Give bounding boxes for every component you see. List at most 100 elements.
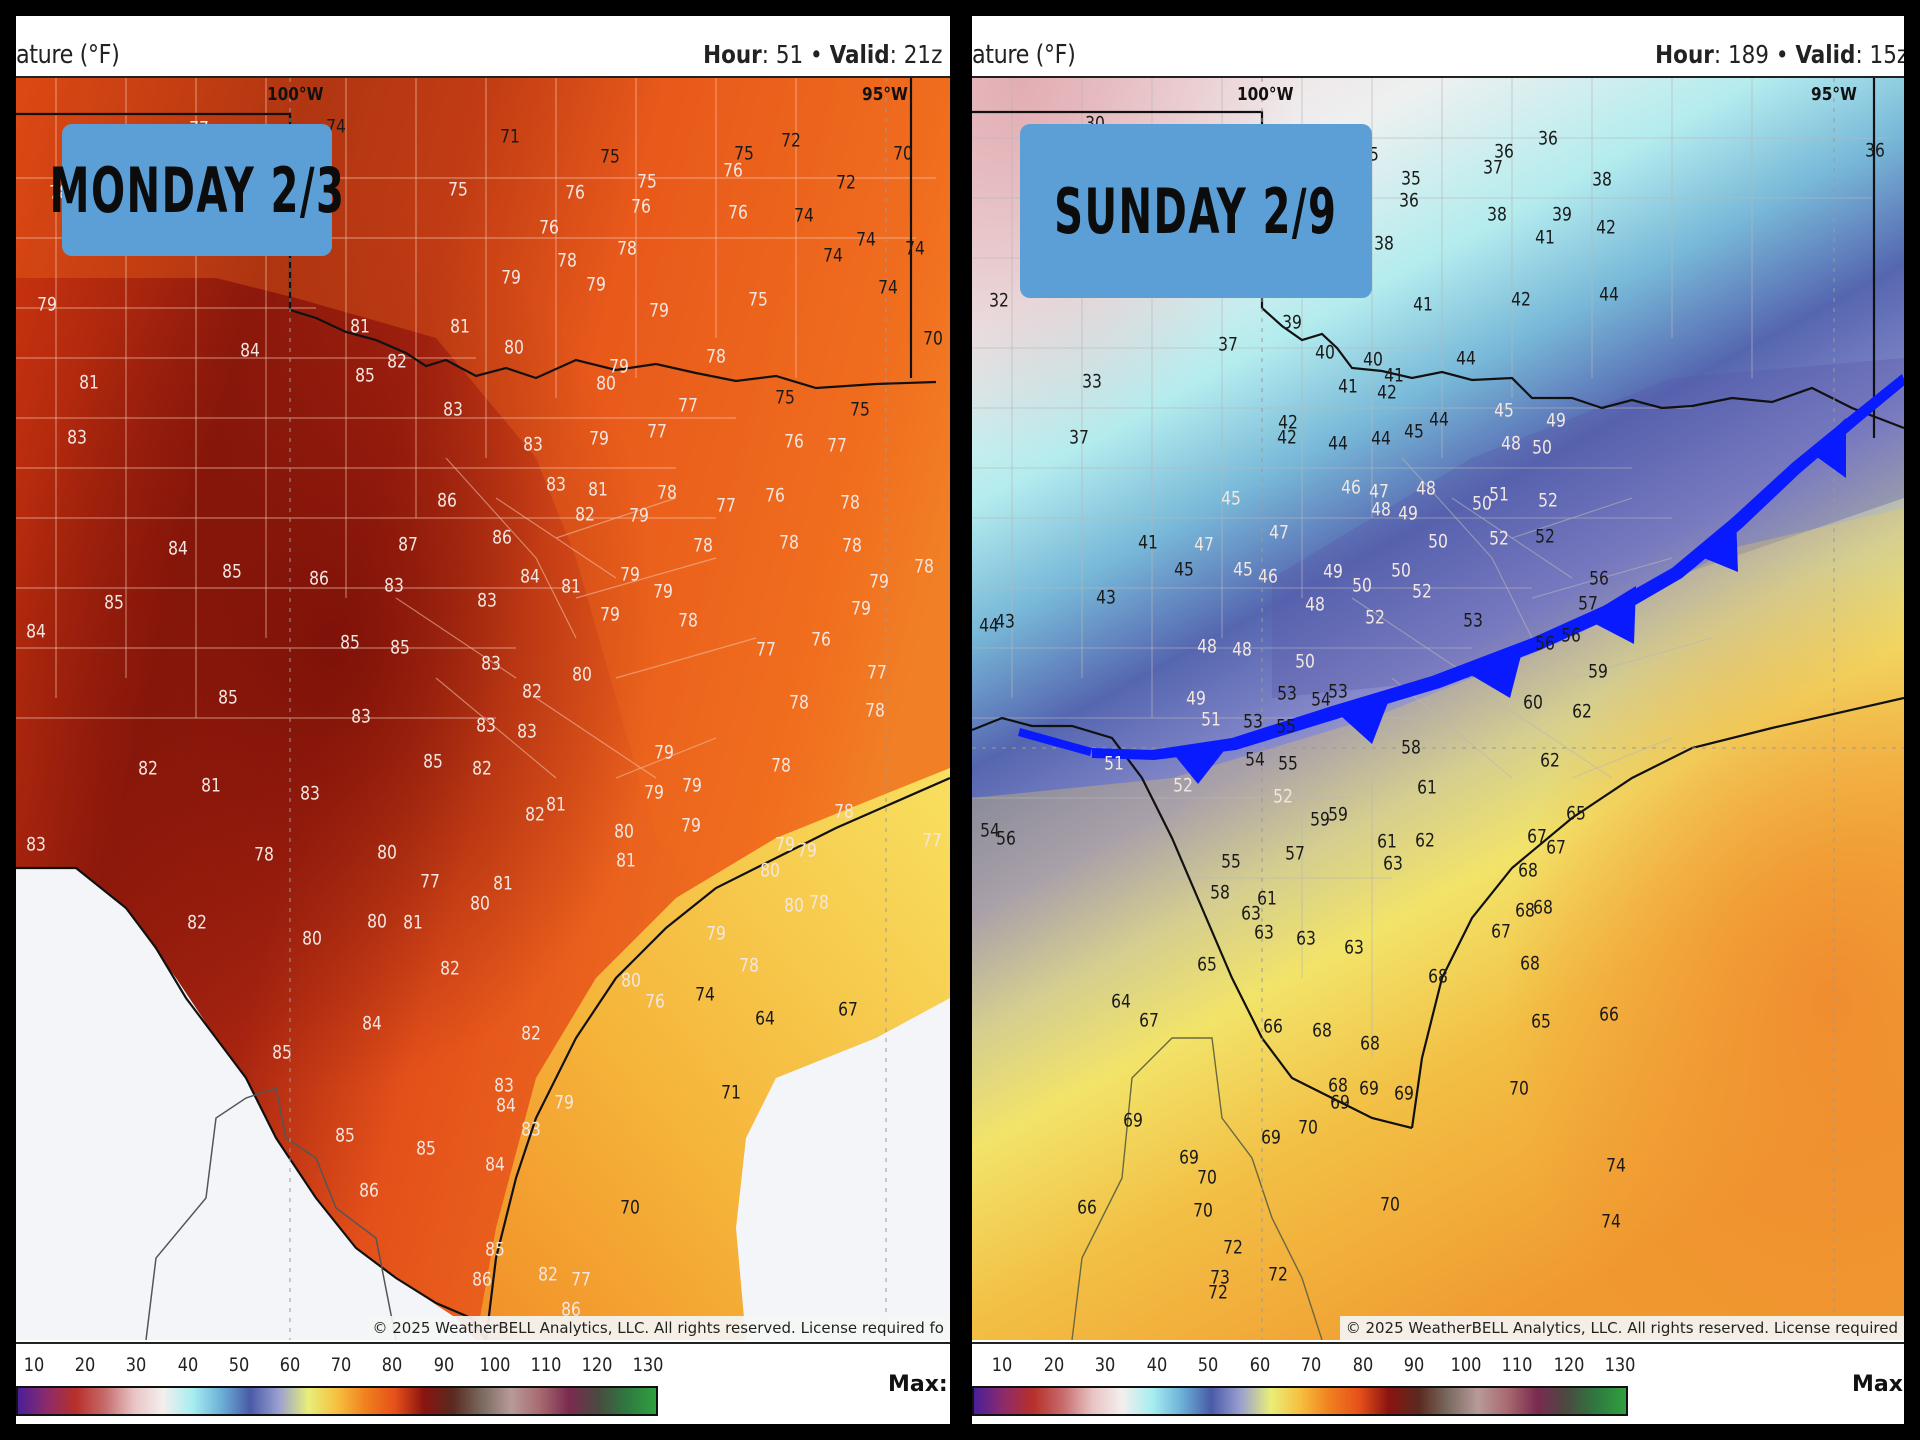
temperature-value: 44 — [979, 614, 999, 637]
temperature-value: 80 — [469, 892, 490, 915]
temperature-value: 79 — [774, 833, 795, 856]
temperature-value: 76 — [728, 201, 749, 224]
temperature-value: 79 — [653, 741, 674, 764]
temperature-value: 69 — [1260, 1126, 1281, 1149]
temperature-value: 42 — [1511, 288, 1531, 311]
temperature-value: 77 — [716, 494, 736, 517]
colorbar — [16, 1386, 658, 1416]
colorbar-tick: 80 — [1352, 1354, 1373, 1376]
temperature-value: 80 — [784, 894, 805, 917]
temperature-value: 78 — [706, 345, 727, 368]
temperature-value: 85 — [218, 686, 239, 709]
temperature-value: 37 — [1069, 426, 1090, 449]
temperature-value: 84 — [496, 1094, 517, 1117]
temperature-value: 44 — [1328, 432, 1348, 455]
colorbar-tick: 120 — [1553, 1354, 1584, 1376]
color-legend: 10 20 30 40 50 60 70 80 90 100 110 120 130 Max — [972, 1342, 1904, 1424]
colorbar-tick: 120 — [581, 1354, 613, 1376]
temperature-value: 81 — [402, 911, 423, 934]
temperature-map: 100°W 95°W 30333536363637333635363838393… — [972, 78, 1904, 1340]
temperature-value: 67 — [1491, 920, 1512, 943]
temperature-value: 76 — [645, 990, 666, 1013]
temperature-value: 70 — [619, 1196, 640, 1219]
temperature-value: 58 — [1209, 881, 1230, 904]
temperature-value: 82 — [537, 1263, 558, 1286]
valid-label: Valid — [1795, 40, 1856, 69]
temperature-value: 83 — [523, 433, 544, 456]
temperature-value: 65 — [1197, 953, 1218, 976]
temperature-value: 66 — [1598, 1003, 1619, 1026]
hour-value: 51 — [776, 40, 804, 69]
temperature-value: 63 — [1343, 936, 1364, 959]
temperature-value: 77 — [922, 829, 943, 851]
temperature-value: 50 — [1472, 492, 1492, 515]
temperature-value: 68 — [1514, 899, 1535, 922]
temperature-value: 80 — [596, 372, 617, 395]
temperature-value: 81 — [450, 315, 470, 338]
longitude-label-100w: 100°W — [266, 84, 324, 105]
temperature-value: 36 — [1864, 139, 1885, 162]
day-title-box: MONDAY 2/3 — [49, 124, 344, 256]
map-panel-sunday: ature (°F) Hour: 189 • Valid: 15z — [972, 16, 1904, 1424]
temperature-value: 83 — [520, 1118, 541, 1141]
temperature-value: 68 — [1428, 965, 1448, 988]
temperature-value: 48 — [1501, 432, 1522, 455]
temperature-value: 82 — [520, 1022, 541, 1045]
temperature-value: 81 — [546, 793, 567, 816]
temperature-value: 86 — [561, 1298, 582, 1321]
temperature-value: 48 — [1197, 635, 1218, 658]
temperature-value: 83 — [25, 833, 46, 856]
temperature-value: 85 — [340, 631, 361, 654]
temperature-value: 77 — [867, 661, 888, 684]
temperature-value: 83 — [476, 589, 497, 612]
temperature-value: 84 — [25, 620, 46, 643]
temperature-value: 79 — [585, 273, 606, 296]
temperature-value: 79 — [629, 504, 650, 527]
temperature-value: 51 — [1201, 708, 1222, 731]
temperature-value: 45 — [1493, 399, 1514, 422]
temperature-value: 82 — [186, 911, 207, 934]
temperature-value: 80 — [613, 820, 634, 843]
temperature-value: 82 — [440, 957, 461, 980]
colorbar-tick: 70 — [1300, 1354, 1322, 1376]
temperature-value: 83 — [494, 1074, 514, 1097]
colorbar-tick: 30 — [126, 1354, 147, 1376]
temperature-value: 81 — [350, 315, 370, 338]
day-title: SUNDAY 2/9 — [1054, 174, 1338, 248]
temperature-value: 83 — [384, 574, 405, 597]
temperature-value: 82 — [472, 757, 492, 780]
temperature-value: 83 — [546, 473, 567, 496]
temperature-value: 82 — [574, 503, 595, 526]
temperature-value: 52 — [1412, 580, 1433, 603]
temperature-value: 74 — [823, 244, 844, 267]
temperature-value: 74 — [878, 276, 899, 299]
temperature-map: 100°W 95°W 77747175757270787576757676767… — [16, 78, 950, 1340]
temperature-value: 52 — [1537, 489, 1558, 512]
temperature-value: 80 — [572, 663, 592, 686]
temperature-value: 47 — [1369, 480, 1390, 503]
temperature-value: 56 — [1589, 567, 1609, 590]
colorbar-tick: 90 — [1403, 1354, 1425, 1376]
temperature-value: 47 — [1269, 521, 1290, 544]
temperature-value: 67 — [1526, 825, 1547, 848]
temperature-value: 85 — [354, 364, 375, 387]
temperature-value: 53 — [1328, 680, 1348, 703]
temperature-value: 71 — [720, 1081, 741, 1104]
temperature-value: 79 — [619, 563, 640, 586]
colorbar-tick: 130 — [1604, 1354, 1636, 1376]
temperature-value: 84 — [485, 1153, 506, 1176]
temperature-value: 47 — [1193, 533, 1214, 556]
temperature-value: 79 — [608, 355, 629, 378]
temperature-value: 86 — [472, 1268, 492, 1291]
temperature-value: 79 — [796, 839, 817, 862]
temperature-value: 56 — [996, 827, 1017, 850]
temperature-value: 79 — [501, 266, 522, 289]
temperature-value: 68 — [1533, 896, 1553, 919]
temperature-value: 84 — [240, 339, 261, 362]
temperature-value: 86 — [358, 1179, 379, 1202]
temperature-value: 82 — [524, 803, 545, 826]
map-header: ature (°F) Hour: 189 • Valid: 15z — [972, 16, 1904, 78]
temperature-value: 39 — [1552, 203, 1573, 226]
cold-front — [1018, 374, 1904, 784]
temperature-value: 40 — [1363, 348, 1384, 371]
